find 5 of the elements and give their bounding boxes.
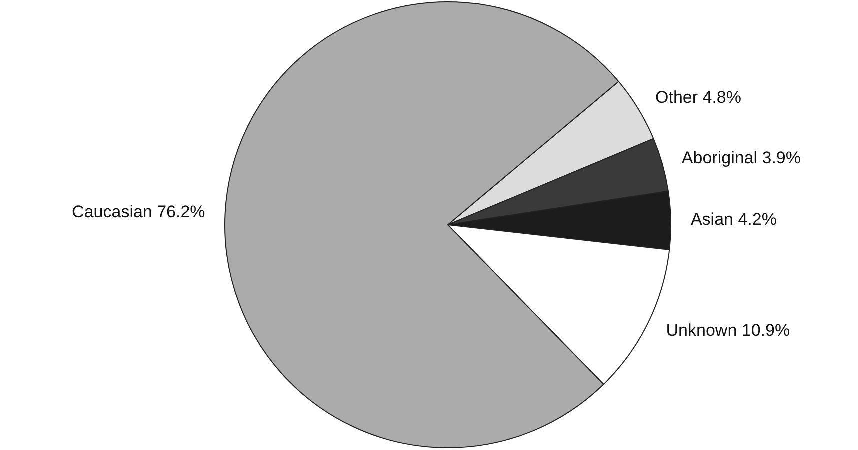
slice-label: Other 4.8% — [656, 88, 742, 108]
slice-label: Unknown 10.9% — [666, 321, 790, 340]
slice-label: Caucasian 76.2% — [72, 202, 206, 222]
slice-label: Aboriginal 3.9% — [682, 148, 802, 168]
slice-label: Asian 4.2% — [690, 210, 777, 229]
